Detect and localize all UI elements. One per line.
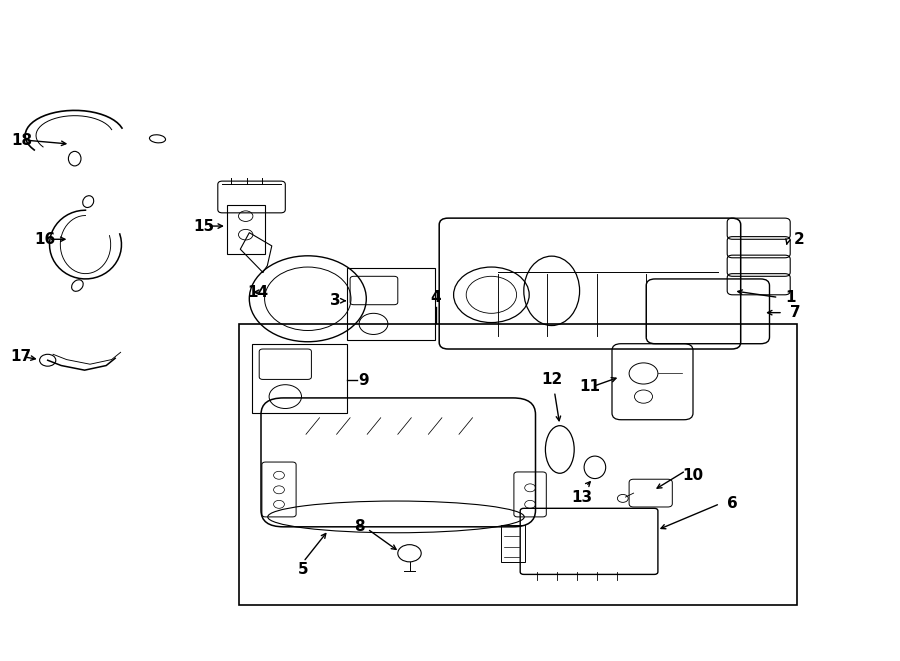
Text: 9: 9 bbox=[358, 373, 369, 387]
Text: 11: 11 bbox=[580, 379, 600, 394]
Bar bbox=[501, 525, 525, 562]
Text: 8: 8 bbox=[354, 520, 364, 534]
Text: 10: 10 bbox=[682, 468, 703, 483]
Text: 14: 14 bbox=[248, 285, 268, 299]
Text: 12: 12 bbox=[541, 371, 562, 387]
Text: 3: 3 bbox=[329, 293, 340, 308]
Text: 18: 18 bbox=[12, 133, 32, 147]
Bar bbox=[227, 205, 265, 254]
Text: 17: 17 bbox=[11, 350, 32, 364]
Text: 5: 5 bbox=[298, 563, 309, 577]
Text: 13: 13 bbox=[572, 490, 593, 506]
Bar bbox=[252, 344, 346, 413]
Text: 7: 7 bbox=[790, 305, 801, 320]
Text: 2: 2 bbox=[794, 232, 805, 247]
Text: 1: 1 bbox=[786, 290, 796, 305]
Text: 16: 16 bbox=[34, 232, 56, 247]
Text: 6: 6 bbox=[727, 496, 738, 511]
Bar bbox=[238, 324, 796, 605]
Bar bbox=[346, 268, 435, 340]
Text: 15: 15 bbox=[194, 219, 214, 233]
Text: 4: 4 bbox=[430, 290, 441, 305]
